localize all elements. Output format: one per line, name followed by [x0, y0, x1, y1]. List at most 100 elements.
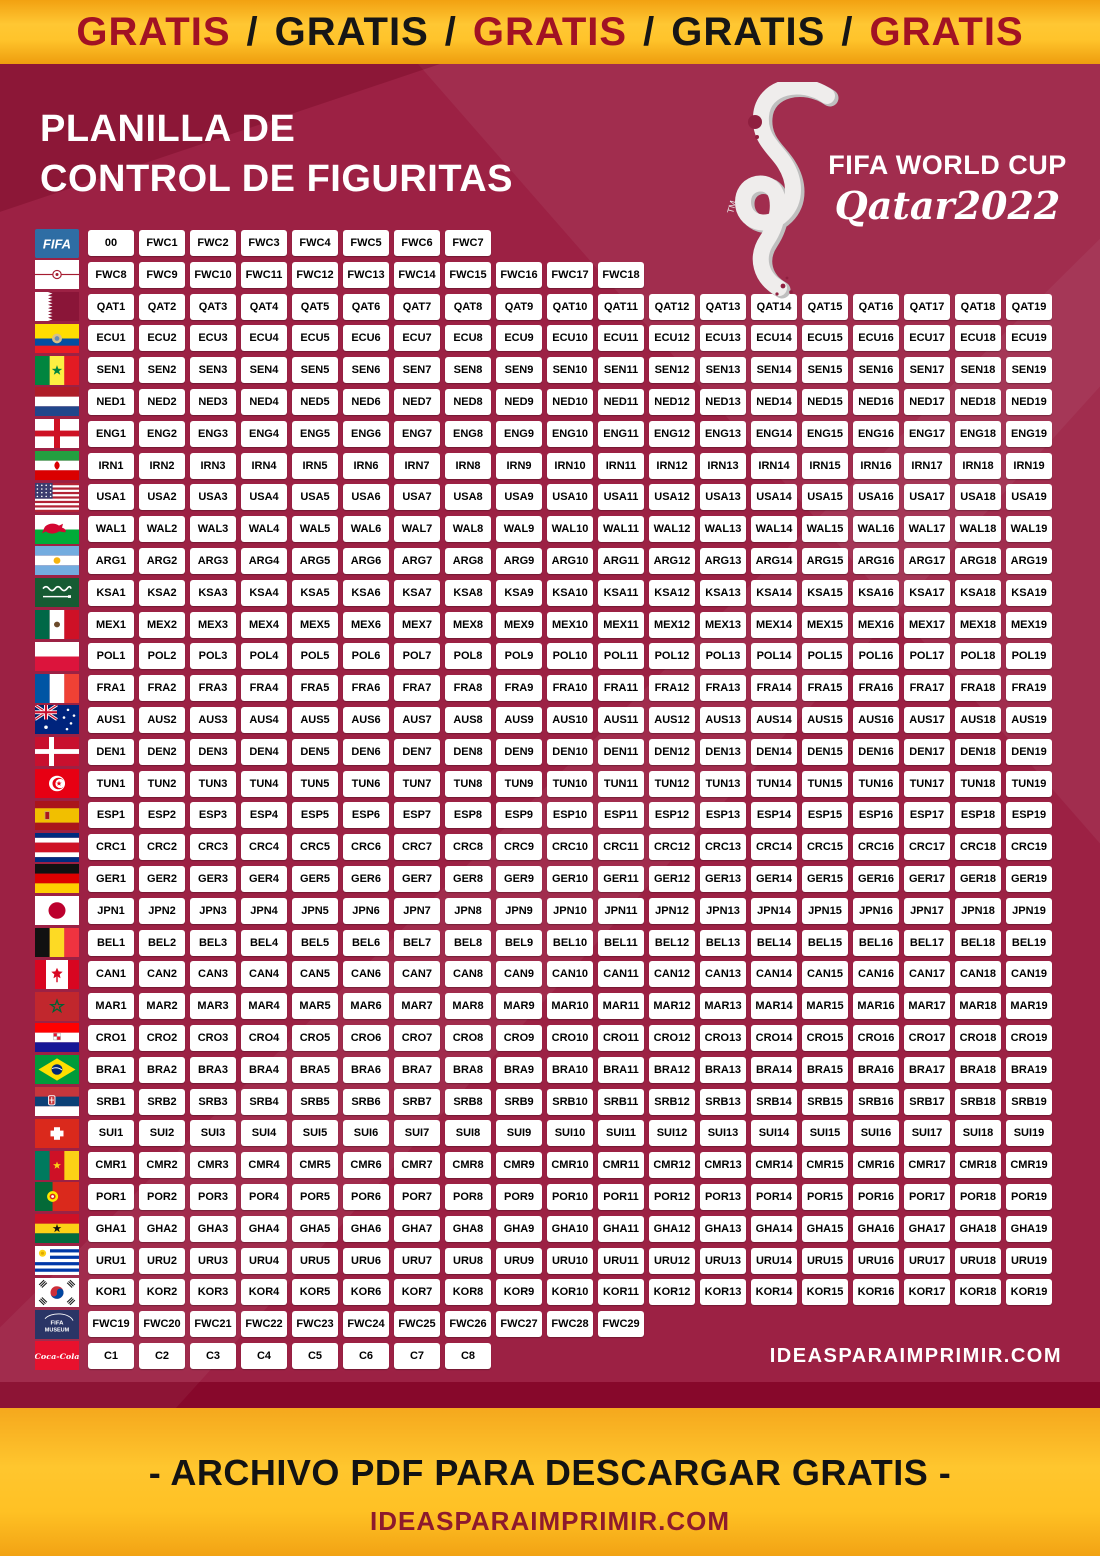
sticker-cell-ned14[interactable]: NED14: [751, 388, 797, 415]
sticker-cell-tun9[interactable]: TUN9: [496, 770, 542, 797]
sticker-cell-aus15[interactable]: AUS15: [802, 706, 848, 733]
sticker-cell-cro3[interactable]: CRO3: [190, 1024, 236, 1051]
sticker-cell-irn7[interactable]: IRN7: [394, 452, 440, 479]
sticker-cell-bel19[interactable]: BEL19: [1006, 929, 1052, 956]
sticker-cell-pol12[interactable]: POL12: [649, 643, 695, 670]
sticker-cell-den14[interactable]: DEN14: [751, 738, 797, 765]
sticker-cell-irn16[interactable]: IRN16: [853, 452, 899, 479]
sticker-cell-den9[interactable]: DEN9: [496, 738, 542, 765]
sticker-cell-uru5[interactable]: URU5: [292, 1247, 338, 1274]
sticker-cell-mex14[interactable]: MEX14: [751, 611, 797, 638]
sticker-cell-pol10[interactable]: POL10: [547, 643, 593, 670]
sticker-cell-aus8[interactable]: AUS8: [445, 706, 491, 733]
sticker-cell-c3[interactable]: C3: [190, 1342, 236, 1369]
sticker-cell-ger11[interactable]: GER11: [598, 865, 644, 892]
sticker-cell-irn6[interactable]: IRN6: [343, 452, 389, 479]
sticker-cell-pol6[interactable]: POL6: [343, 643, 389, 670]
sticker-cell-mex17[interactable]: MEX17: [904, 611, 950, 638]
sticker-cell-esp12[interactable]: ESP12: [649, 802, 695, 829]
sticker-cell-ned13[interactable]: NED13: [700, 388, 746, 415]
sticker-cell-ksa18[interactable]: KSA18: [955, 579, 1001, 606]
sticker-cell-wal2[interactable]: WAL2: [139, 516, 185, 543]
sticker-cell-usa10[interactable]: USA10: [547, 484, 593, 511]
sticker-cell-ecu18[interactable]: ECU18: [955, 325, 1001, 352]
sticker-cell-fwc16[interactable]: FWC16: [496, 261, 542, 288]
sticker-cell-qat8[interactable]: QAT8: [445, 293, 491, 320]
sticker-cell-srb7[interactable]: SRB7: [394, 1088, 440, 1115]
sticker-cell-pol14[interactable]: POL14: [751, 643, 797, 670]
sticker-cell-can18[interactable]: CAN18: [955, 961, 1001, 988]
sticker-cell-den3[interactable]: DEN3: [190, 738, 236, 765]
sticker-cell-srb12[interactable]: SRB12: [649, 1088, 695, 1115]
sticker-cell-den5[interactable]: DEN5: [292, 738, 338, 765]
sticker-cell-mar18[interactable]: MAR18: [955, 993, 1001, 1020]
sticker-cell-crc18[interactable]: CRC18: [955, 834, 1001, 861]
sticker-cell-tun7[interactable]: TUN7: [394, 770, 440, 797]
sticker-cell-mex3[interactable]: MEX3: [190, 611, 236, 638]
sticker-cell-esp14[interactable]: ESP14: [751, 802, 797, 829]
sticker-cell-fwc28[interactable]: FWC28: [547, 1311, 593, 1338]
sticker-cell-irn9[interactable]: IRN9: [496, 452, 542, 479]
sticker-cell-fwc1[interactable]: FWC1: [139, 230, 185, 256]
sticker-cell-cmr15[interactable]: CMR15: [802, 1152, 848, 1179]
sticker-cell-eng7[interactable]: ENG7: [394, 420, 440, 447]
sticker-cell-wal18[interactable]: WAL18: [955, 516, 1001, 543]
sticker-cell-mex5[interactable]: MEX5: [292, 611, 338, 638]
sticker-cell-ger8[interactable]: GER8: [445, 865, 491, 892]
sticker-cell-gha8[interactable]: GHA8: [445, 1215, 491, 1242]
sticker-cell-aus4[interactable]: AUS4: [241, 706, 287, 733]
sticker-cell-wal6[interactable]: WAL6: [343, 516, 389, 543]
sticker-cell-cmr5[interactable]: CMR5: [292, 1152, 338, 1179]
sticker-cell-esp9[interactable]: ESP9: [496, 802, 542, 829]
sticker-cell-eng5[interactable]: ENG5: [292, 420, 338, 447]
sticker-cell-sen2[interactable]: SEN2: [139, 357, 185, 384]
sticker-cell-aus6[interactable]: AUS6: [343, 706, 389, 733]
sticker-cell-srb15[interactable]: SRB15: [802, 1088, 848, 1115]
sticker-cell-kor16[interactable]: KOR16: [853, 1279, 899, 1306]
sticker-cell-uru19[interactable]: URU19: [1006, 1247, 1052, 1274]
sticker-cell-can19[interactable]: CAN19: [1006, 961, 1052, 988]
sticker-cell-sen14[interactable]: SEN14: [751, 357, 797, 384]
sticker-cell-uru9[interactable]: URU9: [496, 1247, 542, 1274]
sticker-cell-gha12[interactable]: GHA12: [649, 1215, 695, 1242]
sticker-cell-mex7[interactable]: MEX7: [394, 611, 440, 638]
sticker-cell-fwc4[interactable]: FWC4: [292, 230, 338, 256]
sticker-cell-arg12[interactable]: ARG12: [649, 547, 695, 574]
sticker-cell-sen18[interactable]: SEN18: [955, 357, 1001, 384]
sticker-cell-fwc22[interactable]: FWC22: [241, 1311, 287, 1338]
sticker-cell-wal9[interactable]: WAL9: [496, 516, 542, 543]
sticker-cell-fwc15[interactable]: FWC15: [445, 261, 491, 288]
sticker-cell-ned3[interactable]: NED3: [190, 388, 236, 415]
sticker-cell-fra13[interactable]: FRA13: [700, 675, 746, 702]
sticker-cell-gha6[interactable]: GHA6: [343, 1215, 389, 1242]
sticker-cell-eng10[interactable]: ENG10: [547, 420, 593, 447]
sticker-cell-fra18[interactable]: FRA18: [955, 675, 1001, 702]
sticker-cell-bra1[interactable]: BRA1: [88, 1056, 134, 1083]
sticker-cell-den18[interactable]: DEN18: [955, 738, 1001, 765]
sticker-cell-cmr1[interactable]: CMR1: [88, 1152, 134, 1179]
sticker-cell-mex15[interactable]: MEX15: [802, 611, 848, 638]
sticker-cell-crc9[interactable]: CRC9: [496, 834, 542, 861]
sticker-cell-cmr12[interactable]: CMR12: [649, 1152, 695, 1179]
sticker-cell-gha14[interactable]: GHA14: [751, 1215, 797, 1242]
sticker-cell-aus18[interactable]: AUS18: [955, 706, 1001, 733]
sticker-cell-jpn6[interactable]: JPN6: [343, 897, 389, 924]
sticker-cell-fra16[interactable]: FRA16: [853, 675, 899, 702]
sticker-cell-tun3[interactable]: TUN3: [190, 770, 236, 797]
sticker-cell-gha9[interactable]: GHA9: [496, 1215, 542, 1242]
sticker-cell-c2[interactable]: C2: [139, 1342, 185, 1369]
sticker-cell-fra17[interactable]: FRA17: [904, 675, 950, 702]
sticker-cell-sen6[interactable]: SEN6: [343, 357, 389, 384]
sticker-cell-cro5[interactable]: CRO5: [292, 1024, 338, 1051]
sticker-cell-cro1[interactable]: CRO1: [88, 1024, 134, 1051]
sticker-cell-cmr8[interactable]: CMR8: [445, 1152, 491, 1179]
sticker-cell-mar5[interactable]: MAR5: [292, 993, 338, 1020]
sticker-cell-mar15[interactable]: MAR15: [802, 993, 848, 1020]
sticker-cell-aus9[interactable]: AUS9: [496, 706, 542, 733]
sticker-cell-cro16[interactable]: CRO16: [853, 1024, 899, 1051]
sticker-cell-tun14[interactable]: TUN14: [751, 770, 797, 797]
sticker-cell-crc17[interactable]: CRC17: [904, 834, 950, 861]
sticker-cell-ksa14[interactable]: KSA14: [751, 579, 797, 606]
sticker-cell-ksa13[interactable]: KSA13: [700, 579, 746, 606]
sticker-cell-gha4[interactable]: GHA4: [241, 1215, 287, 1242]
